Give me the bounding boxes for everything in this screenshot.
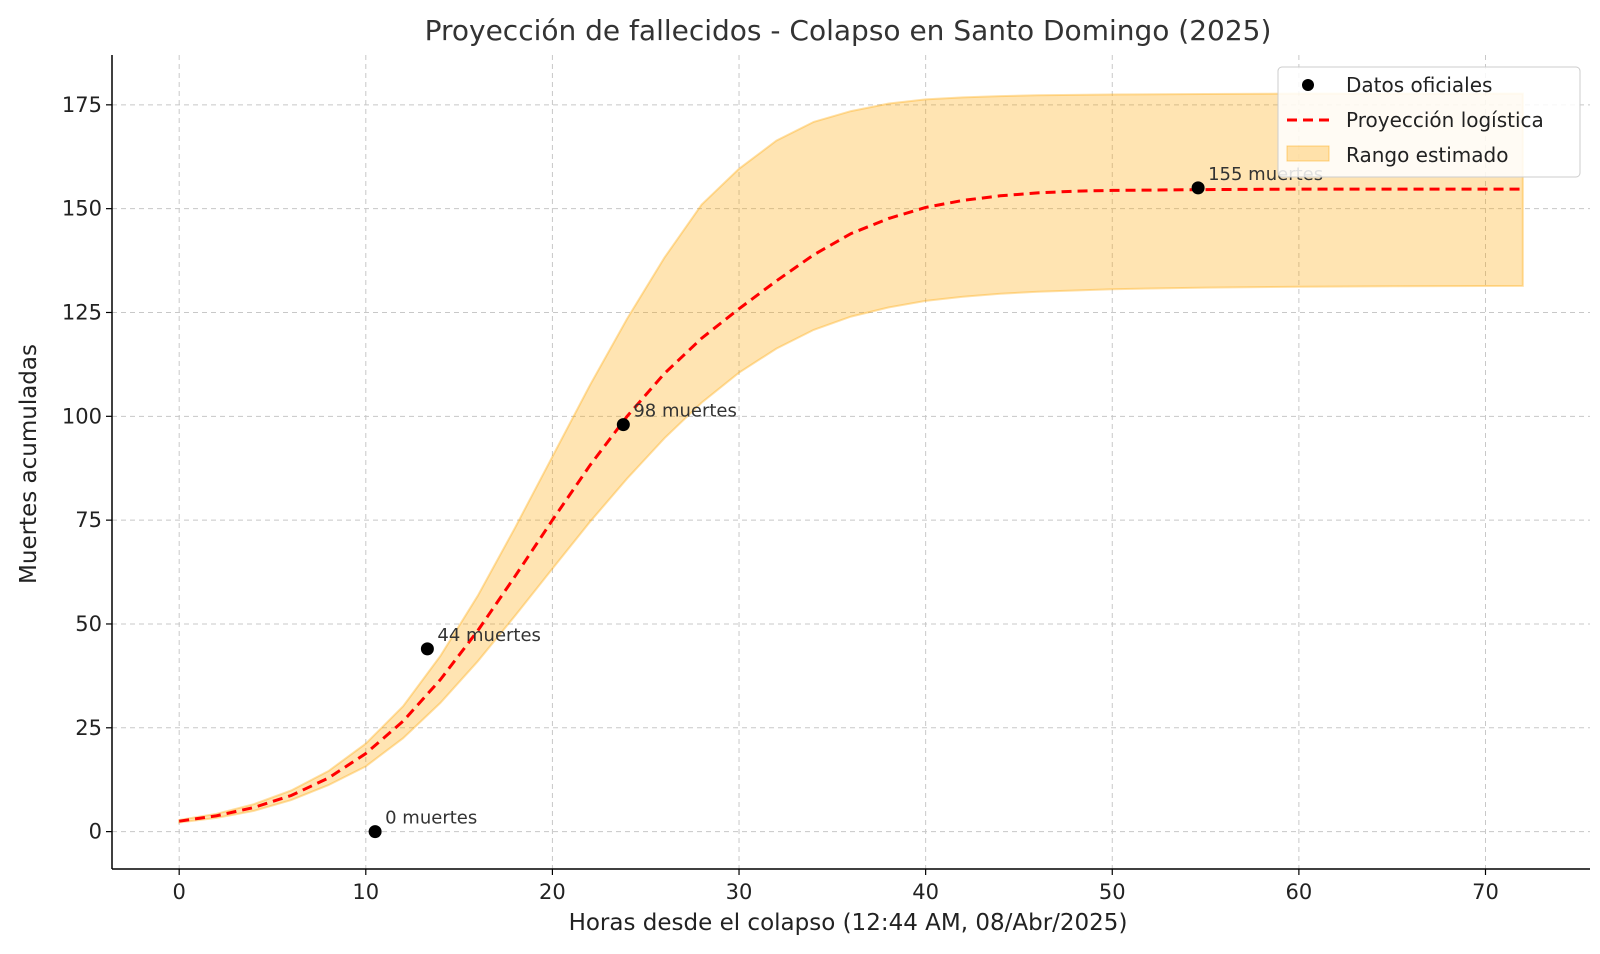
annotation-1: 44 muertes: [437, 625, 541, 646]
data-point-0: [368, 825, 382, 839]
data-point-1: [420, 642, 434, 656]
x-tick-label-50: 50: [1099, 880, 1126, 904]
y-tick-label-175: 175: [62, 93, 102, 117]
projection-line: [178, 187, 1523, 823]
axes: [111, 55, 1590, 870]
y-tick-label-0: 0: [89, 820, 102, 844]
x-tick-label-70: 70: [1472, 880, 1499, 904]
y-tick-label-125: 125: [62, 300, 102, 324]
annotation-0: 0 muertes: [385, 808, 477, 829]
y-tick-label-100: 100: [62, 404, 102, 428]
y-tick-label-150: 150: [62, 197, 102, 221]
data-point-3: [1191, 181, 1205, 195]
x-tick-label-40: 40: [912, 880, 939, 904]
range-band-layer: [178, 92, 1524, 824]
legend-label-rango: Rango estimado: [1346, 143, 1508, 167]
legend: Datos oficiales Proyección logística Ran…: [1277, 66, 1581, 178]
legend-box: [1277, 66, 1581, 178]
x-tick-label-30: 30: [726, 880, 753, 904]
x-tick-label-0: 0: [172, 880, 185, 904]
y-tick-label-75: 75: [75, 508, 102, 532]
legend-marker-rango: [1286, 145, 1330, 162]
projection-line-layer: [178, 187, 1523, 823]
legend-marker-datos-oficiales: [1302, 79, 1314, 91]
tick-labels: 0 10 20 30 40 50 60 70 0 25 50 75 100 125 150 175: [62, 93, 1499, 904]
x-tick-label-10: 10: [352, 880, 379, 904]
data-point-2: [616, 418, 630, 432]
annotation-2: 98 muertes: [633, 401, 737, 422]
range-band: [178, 92, 1524, 824]
y-tick-label-50: 50: [75, 612, 102, 636]
data-points-layer: [368, 181, 1205, 839]
y-axis-label: Muertes acumuladas: [16, 344, 42, 584]
legend-label-proyeccion: Proyección logística: [1346, 108, 1544, 132]
x-axis-label: Horas desde el colapso (12:44 AM, 08/Abr…: [569, 910, 1128, 936]
y-tick-label-25: 25: [75, 716, 102, 740]
x-tick-label-20: 20: [539, 880, 566, 904]
chart-title: Proyección de fallecidos - Colapso en Sa…: [425, 14, 1272, 47]
legend-label-datos-oficiales: Datos oficiales: [1346, 73, 1492, 97]
x-tick-label-60: 60: [1286, 880, 1313, 904]
